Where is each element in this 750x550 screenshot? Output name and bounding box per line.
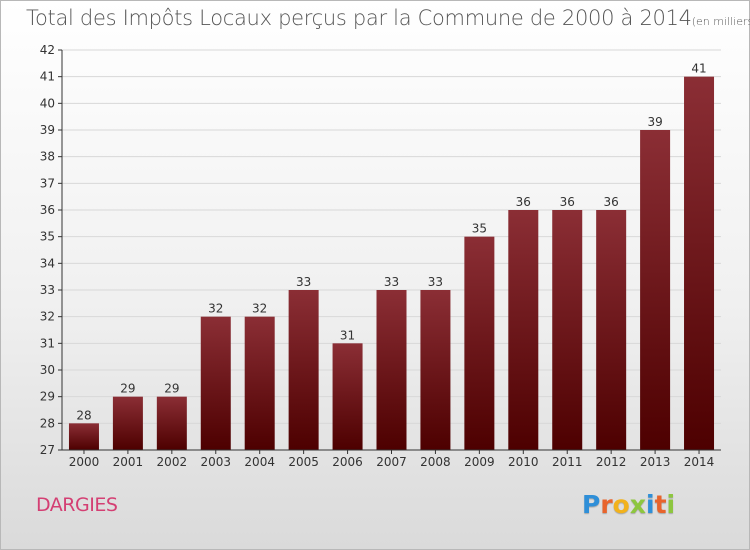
x-tick-label: 2005: [288, 455, 319, 469]
data-label: 28: [76, 408, 91, 422]
data-label: 33: [296, 275, 311, 289]
y-tick-label: 32: [40, 310, 55, 324]
logo-letter: t: [654, 490, 667, 519]
data-label: 36: [604, 195, 619, 209]
logo-letter: o: [612, 490, 630, 519]
data-label: 29: [164, 382, 179, 396]
chart-title: Total des Impôts Locaux perçus par la Co…: [26, 6, 750, 30]
bar: [200, 316, 231, 450]
logo-letter: i: [666, 490, 676, 519]
data-label: 32: [208, 302, 223, 316]
data-label: 29: [120, 382, 135, 396]
bar: [376, 290, 407, 450]
bar: [684, 76, 715, 451]
bar: [156, 396, 187, 450]
data-label: 36: [516, 195, 531, 209]
x-tick-label: 2014: [684, 455, 715, 469]
x-tick-label: 2011: [552, 455, 583, 469]
x-tick-label: 2009: [464, 455, 495, 469]
bar: [508, 210, 539, 450]
y-tick-label: 30: [40, 363, 55, 377]
data-label: 36: [560, 195, 575, 209]
y-tick-label: 29: [40, 390, 55, 404]
y-tick-label: 41: [40, 70, 55, 84]
logo-letter: r: [600, 490, 613, 519]
y-tick-label: 36: [40, 203, 55, 217]
y-tick-label: 33: [40, 283, 55, 297]
y-tick-label: 38: [40, 150, 55, 164]
x-tick-label: 2010: [508, 455, 539, 469]
y-tick-label: 27: [40, 443, 55, 457]
data-label: 33: [428, 275, 443, 289]
bar: [596, 210, 627, 450]
commune-name: DARGIES: [36, 494, 118, 516]
x-tick-label: 2000: [69, 455, 100, 469]
y-tick-label: 40: [40, 96, 55, 110]
data-label: 33: [384, 275, 399, 289]
bar: [112, 396, 143, 450]
bar: [552, 210, 583, 450]
y-tick-label: 42: [40, 43, 55, 57]
x-tick-label: 2007: [376, 455, 407, 469]
bar: [464, 236, 495, 450]
x-tick-label: 2002: [157, 455, 188, 469]
x-tick-label: 2012: [596, 455, 627, 469]
data-label: 35: [472, 222, 487, 236]
bar: [288, 290, 319, 450]
chart-title-text: Total des Impôts Locaux perçus par la Co…: [26, 6, 692, 30]
bar: [68, 423, 99, 450]
y-tick-label: 31: [40, 336, 55, 350]
bar: [420, 290, 451, 450]
x-tick-label: 2008: [420, 455, 451, 469]
data-label: 32: [252, 302, 267, 316]
bar: [332, 343, 363, 450]
y-tick-label: 37: [40, 176, 55, 190]
chart-unit: (en milliers d'€): [691, 15, 750, 28]
logo-letter: P: [582, 490, 601, 519]
logo-letter: i: [646, 490, 655, 519]
proxiti-logo: Proxiti: [582, 490, 675, 519]
y-tick-label: 28: [40, 416, 55, 430]
x-tick-label: 2013: [640, 455, 671, 469]
logo-letter: x: [629, 490, 646, 519]
y-tick-label: 34: [40, 256, 55, 270]
data-label: 41: [691, 62, 706, 76]
bar: [640, 130, 671, 450]
data-label: 39: [647, 115, 662, 129]
x-tick-label: 2006: [332, 455, 363, 469]
bar: [244, 316, 275, 450]
x-tick-label: 2003: [200, 455, 231, 469]
x-tick-label: 2004: [244, 455, 275, 469]
y-tick-label: 39: [40, 123, 55, 137]
y-tick-label: 35: [40, 230, 55, 244]
data-label: 31: [340, 328, 355, 342]
x-tick-label: 2001: [113, 455, 144, 469]
